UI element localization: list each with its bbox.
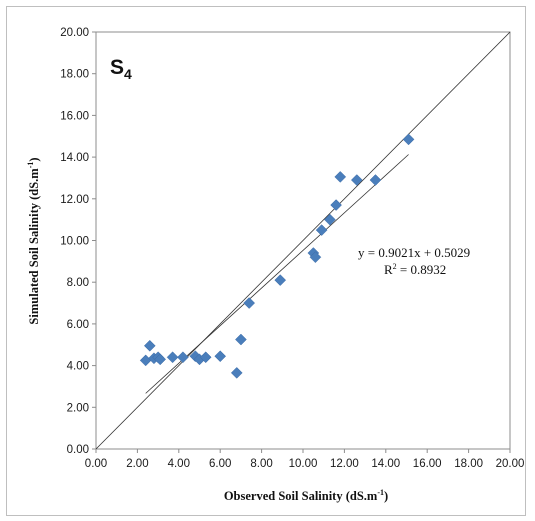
y-tick-label: 16.00 xyxy=(60,110,89,122)
data-point xyxy=(274,274,287,286)
x-tick-label: 4.00 xyxy=(168,458,190,470)
x-tick-label: 2.00 xyxy=(126,458,148,470)
data-point xyxy=(324,213,336,226)
data-point xyxy=(230,367,243,379)
data-point xyxy=(199,351,212,364)
y-tick-label: 2.00 xyxy=(67,402,89,414)
data-point xyxy=(315,224,328,236)
data-point xyxy=(143,339,156,352)
x-tick-label: 0.00 xyxy=(85,458,107,470)
r-squared-value: = 0.8932 xyxy=(397,262,447,277)
data-point xyxy=(214,350,227,363)
x-tick-label: 8.00 xyxy=(250,458,272,470)
y-axis-title-sup: -1 xyxy=(26,162,35,169)
y-tick-label: 18.00 xyxy=(60,69,89,81)
data-point xyxy=(369,174,382,186)
y-axis-title-end: ) xyxy=(27,157,41,161)
x-tick-label: 10.00 xyxy=(289,458,318,470)
one-to-one-line xyxy=(95,31,511,450)
x-tick-label: 12.00 xyxy=(330,458,359,470)
panel-label: S4 xyxy=(110,56,132,82)
data-point xyxy=(330,199,342,211)
data-point xyxy=(350,174,363,186)
r-squared-r: R xyxy=(384,262,393,277)
data-points xyxy=(139,133,415,379)
x-tick-label: 16.00 xyxy=(413,458,442,470)
data-point xyxy=(309,251,322,264)
y-axis-title: Simulated Soil Salinity (dS.m-1) xyxy=(26,157,41,324)
x-tick-label: 6.00 xyxy=(209,458,231,470)
y-tick-label: 4.00 xyxy=(67,361,89,373)
x-axis-title-end: ) xyxy=(384,489,388,503)
y-tick-label: 6.00 xyxy=(67,319,89,331)
regression-equation: y = 0.9021x + 0.5029 xyxy=(358,245,470,260)
x-axis-ticks: 0.00 2.00 4.00 6.00 8.00 10.00 12.00 14.00 16.00… xyxy=(85,449,525,470)
y-tick-label: 8.00 xyxy=(67,277,89,289)
reference-line-layer xyxy=(95,31,511,450)
x-tick-label: 14.00 xyxy=(371,458,400,470)
y-tick-label: 0.00 xyxy=(67,444,89,456)
data-point xyxy=(235,333,247,346)
regression-trendline xyxy=(145,154,409,394)
x-tick-label: 20.00 xyxy=(496,458,525,470)
y-axis-ticks: 0.00 2.00 4.00 6.00 8.00 10.00 12.00 14.00 16.00… xyxy=(60,27,96,456)
y-tick-label: 12.00 xyxy=(60,194,89,206)
data-point xyxy=(177,351,189,364)
data-point xyxy=(166,351,179,364)
panel-label-subscript: 4 xyxy=(124,66,132,82)
x-tick-label: 18.00 xyxy=(454,458,483,470)
data-point xyxy=(334,171,347,183)
y-tick-label: 10.00 xyxy=(60,236,89,248)
x-axis-title: Observed Soil Salinity (dS.m-1) xyxy=(224,488,388,503)
data-point xyxy=(402,133,415,146)
data-point xyxy=(243,297,256,309)
r-squared-sup: 2 xyxy=(393,262,397,271)
y-axis-title-main: Simulated Soil Salinity (dS.m xyxy=(27,168,41,325)
y-tick-label: 20.00 xyxy=(60,27,89,39)
x-axis-title-main: Observed Soil Salinity (dS.m xyxy=(224,489,378,503)
r-squared-label: R2 = 0.8932 xyxy=(384,262,446,277)
x-axis-title-sup: -1 xyxy=(377,488,384,497)
trendline-layer xyxy=(145,154,409,394)
y-tick-label: 14.00 xyxy=(60,152,89,164)
data-point xyxy=(154,353,167,366)
panel-label-main: S xyxy=(110,56,124,79)
